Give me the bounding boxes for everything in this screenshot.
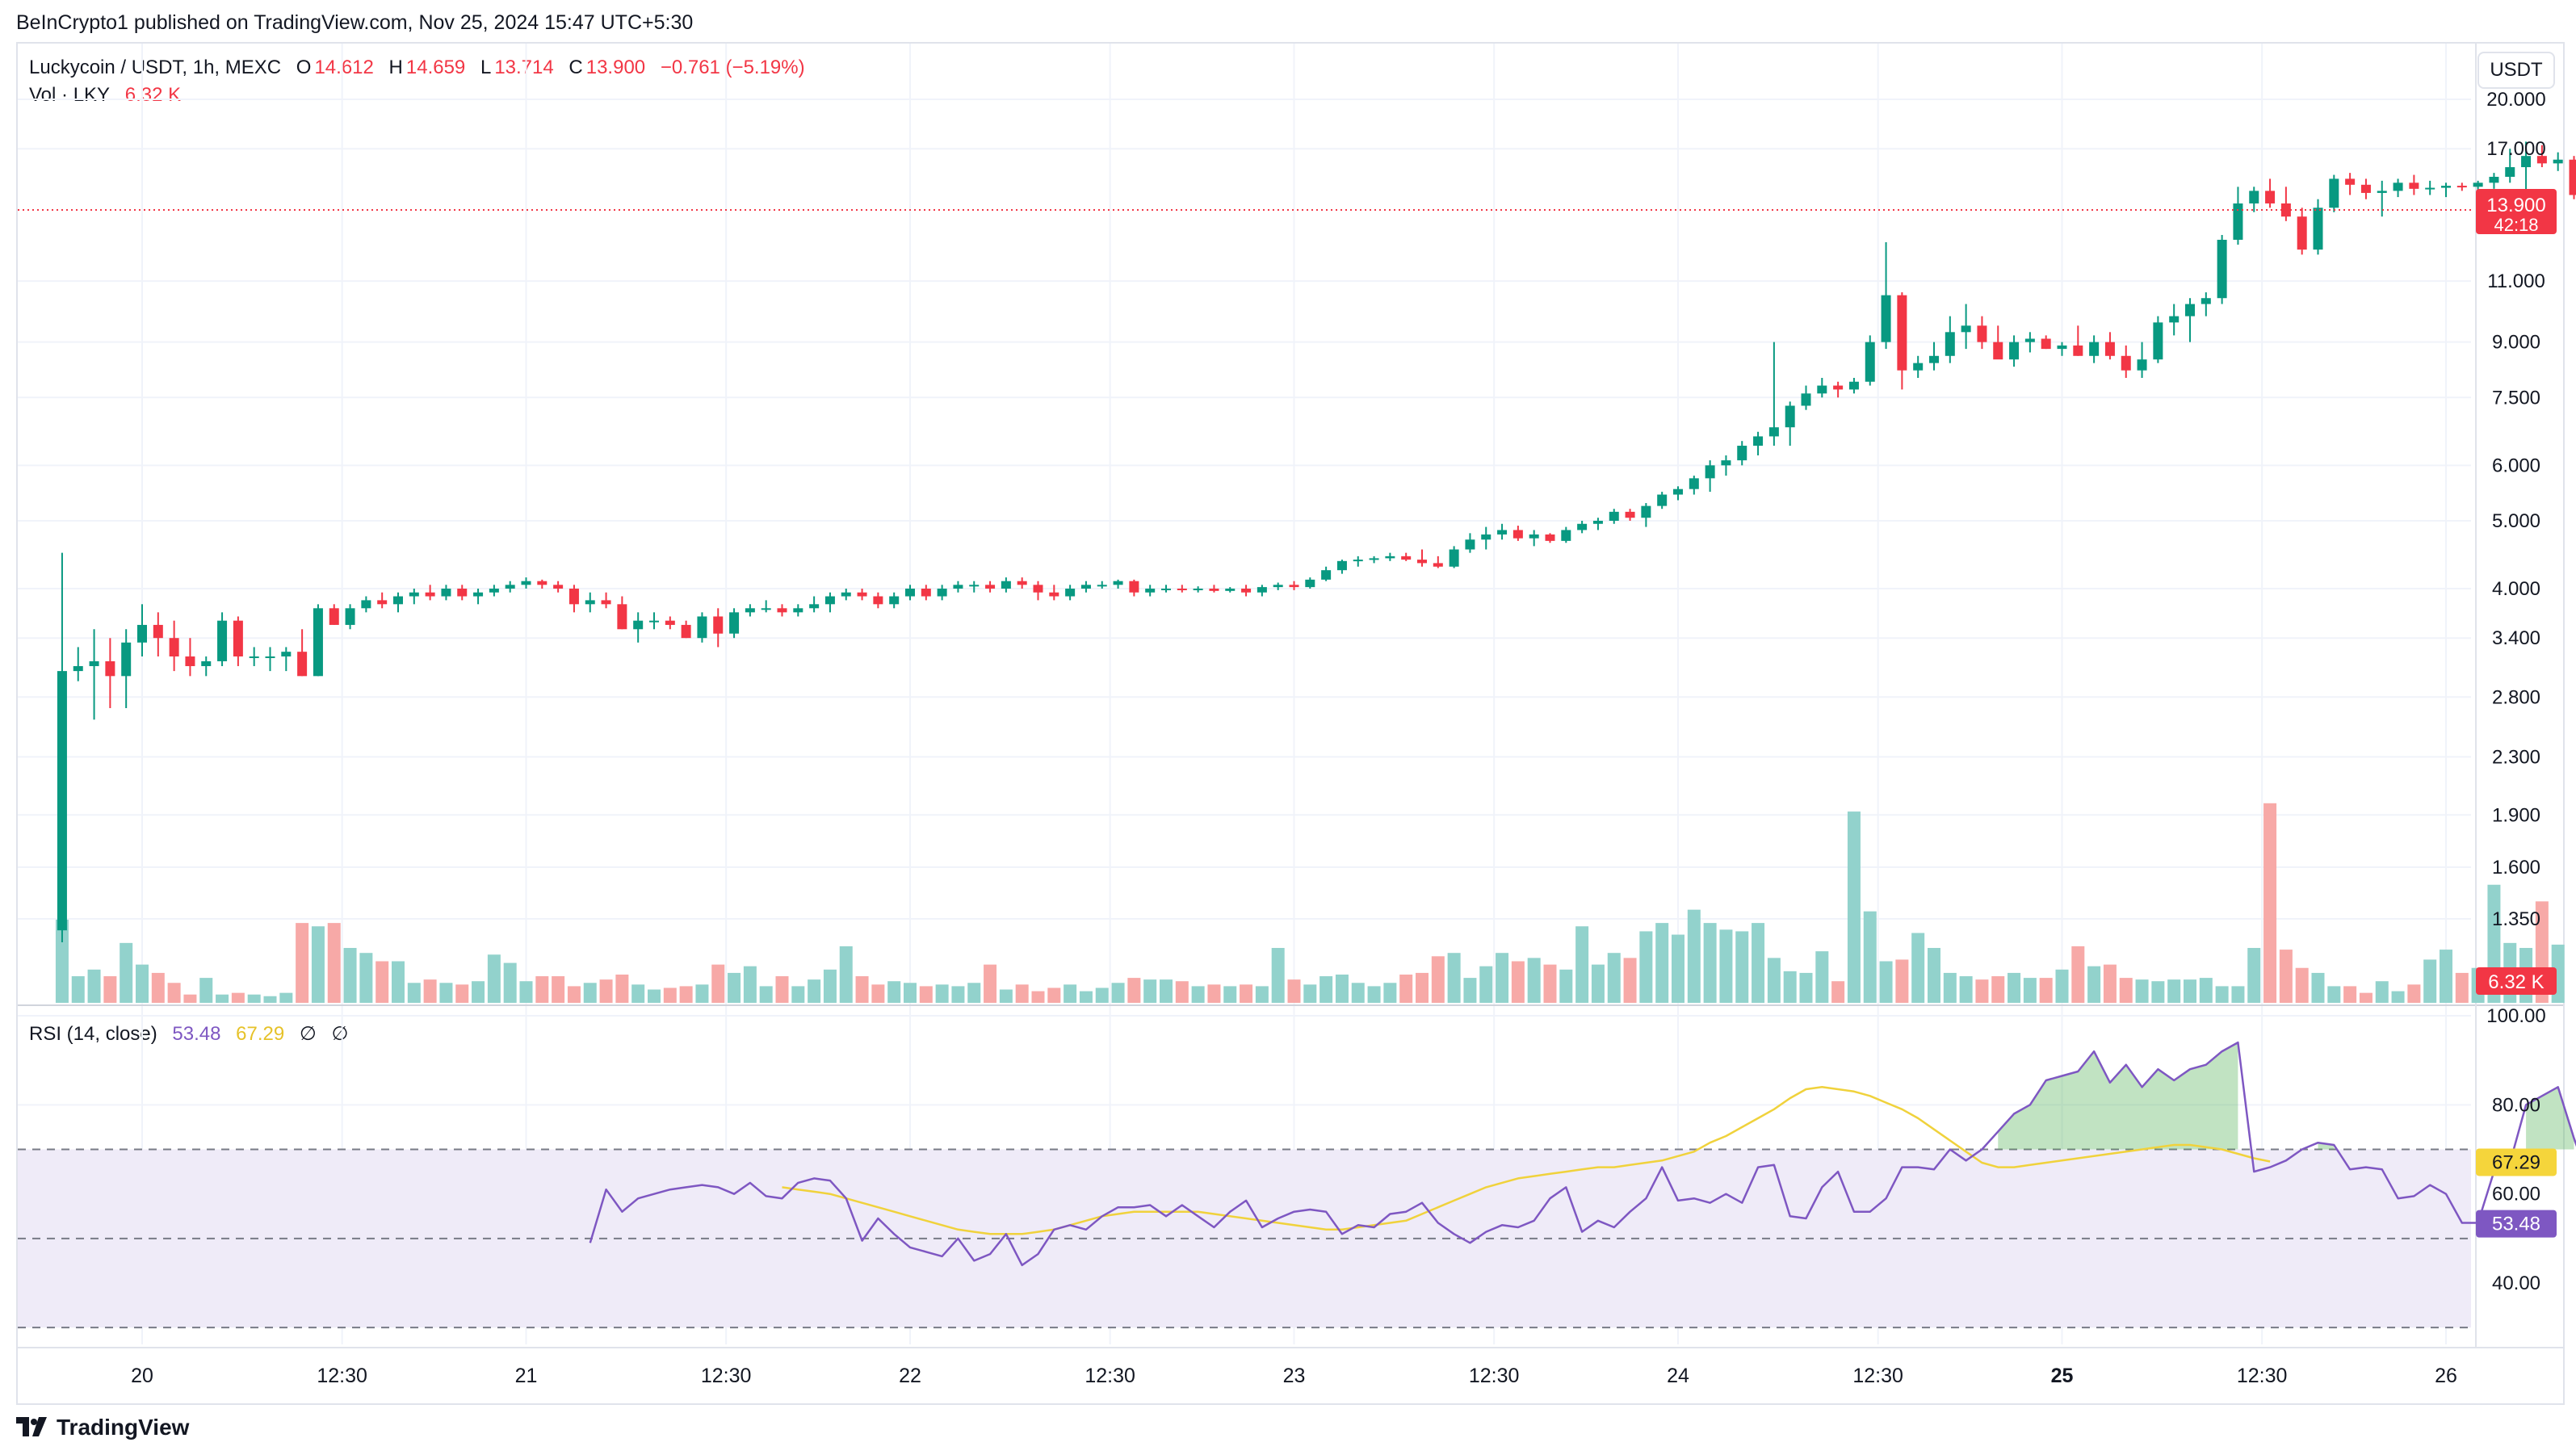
price-legend: Luckycoin / USDT, 1h, MEXC O 14.612 H 14.6… <box>29 57 815 79</box>
volume-value: 6.32 K <box>124 84 182 106</box>
high-value: 14.659 <box>405 57 466 78</box>
low-label: L <box>480 57 492 78</box>
close-value: 13.900 <box>585 57 646 78</box>
chart-frame <box>16 42 2565 1405</box>
published-line: BeInCrypto1 published on TradingView.com… <box>16 11 694 34</box>
high-label: H <box>388 57 403 78</box>
open-value: 14.612 <box>314 57 374 78</box>
rsi-ma-value: 67.29 <box>236 1023 285 1045</box>
symbol-label[interactable]: Luckycoin / USDT, 1h, MEXC <box>29 57 282 78</box>
rsi-label[interactable]: RSI (14, close) <box>29 1023 157 1045</box>
low-value: 13.714 <box>494 57 554 78</box>
change-value: −0.761 (−5.19%) <box>660 57 805 78</box>
rsi-legend: RSI (14, close) 53.48 67.29 ∅ ∅ <box>29 1022 358 1046</box>
currency-button[interactable]: USDT <box>2477 52 2555 89</box>
volume-legend: Vol · LKY 6.32 K <box>29 84 191 107</box>
close-label: C <box>568 57 583 78</box>
open-label: O <box>296 57 312 78</box>
tradingview-logo[interactable]: TradingView <box>16 1415 189 1440</box>
rsi-value: 53.48 <box>172 1023 221 1045</box>
rsi-na-1: ∅ <box>299 1023 317 1045</box>
tradingview-brand: TradingView <box>57 1415 190 1440</box>
candle-body <box>2569 159 2576 195</box>
tradingview-logo-icon <box>16 1417 47 1436</box>
volume-label[interactable]: Vol · LKY <box>29 84 111 106</box>
rsi-na-2: ∅ <box>331 1023 349 1045</box>
